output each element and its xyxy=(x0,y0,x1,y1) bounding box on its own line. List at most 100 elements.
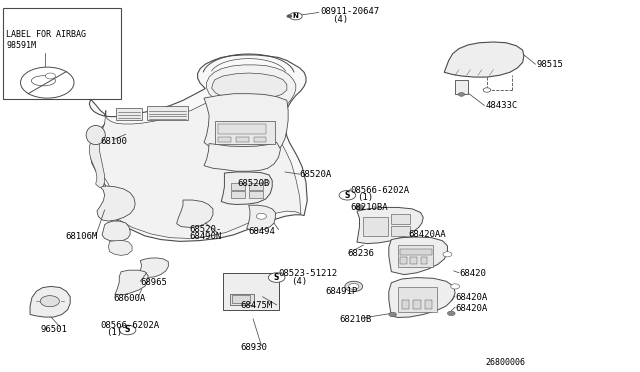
Text: N: N xyxy=(293,13,299,19)
Text: 68520B: 68520B xyxy=(237,179,269,187)
Text: 68106M: 68106M xyxy=(65,232,97,241)
Text: 08911-20647: 08911-20647 xyxy=(320,7,379,16)
Bar xyxy=(455,80,468,94)
Polygon shape xyxy=(389,278,455,317)
Bar xyxy=(215,121,275,144)
Text: 68420AA: 68420AA xyxy=(408,230,445,239)
Polygon shape xyxy=(90,137,104,188)
Bar xyxy=(116,109,141,119)
Circle shape xyxy=(349,283,359,289)
Bar xyxy=(397,245,433,267)
Text: 68420A: 68420A xyxy=(455,293,487,302)
Polygon shape xyxy=(94,65,301,238)
Circle shape xyxy=(289,13,302,20)
Text: 98515: 98515 xyxy=(537,60,564,70)
Circle shape xyxy=(287,15,292,17)
Bar xyxy=(230,294,253,305)
Circle shape xyxy=(45,73,56,79)
Polygon shape xyxy=(204,94,288,153)
Polygon shape xyxy=(246,205,275,230)
Text: 68490N: 68490N xyxy=(189,232,221,241)
Bar xyxy=(218,137,231,142)
Circle shape xyxy=(389,312,396,317)
Circle shape xyxy=(458,93,465,96)
Bar xyxy=(231,191,245,198)
Bar xyxy=(392,225,410,236)
Bar xyxy=(231,183,245,190)
Polygon shape xyxy=(115,270,148,295)
Text: (4): (4) xyxy=(332,15,348,23)
Bar xyxy=(232,295,250,304)
Text: 68965: 68965 xyxy=(140,278,167,287)
Polygon shape xyxy=(177,200,213,227)
Bar xyxy=(413,301,420,309)
Circle shape xyxy=(443,252,452,257)
Text: 68210BA: 68210BA xyxy=(351,203,388,212)
Bar xyxy=(397,287,437,312)
Polygon shape xyxy=(138,258,168,278)
Polygon shape xyxy=(97,186,135,221)
Text: 68475M: 68475M xyxy=(241,301,273,311)
Bar xyxy=(3,8,120,99)
Text: 68600A: 68600A xyxy=(113,294,145,303)
Text: 68520-: 68520- xyxy=(189,225,221,234)
Bar xyxy=(410,257,417,264)
Polygon shape xyxy=(389,237,447,275)
Text: LABEL FOR AIRBAG
98591M: LABEL FOR AIRBAG 98591M xyxy=(6,31,86,50)
Text: 08566-6202A: 08566-6202A xyxy=(351,186,410,195)
Bar xyxy=(147,106,188,120)
Circle shape xyxy=(483,88,491,92)
Circle shape xyxy=(119,325,136,335)
Circle shape xyxy=(20,67,74,98)
Text: 68420A: 68420A xyxy=(455,304,487,313)
Polygon shape xyxy=(357,208,423,244)
Circle shape xyxy=(40,296,60,307)
Bar xyxy=(424,301,432,309)
Text: (4): (4) xyxy=(291,277,307,286)
Text: (1): (1) xyxy=(357,193,373,202)
Polygon shape xyxy=(90,55,307,241)
Bar xyxy=(400,257,406,264)
Bar xyxy=(248,183,262,190)
Circle shape xyxy=(447,311,455,315)
Text: 68491P: 68491P xyxy=(325,287,357,296)
Text: 48433C: 48433C xyxy=(486,101,518,110)
Bar xyxy=(400,249,432,256)
Circle shape xyxy=(256,213,266,219)
Bar xyxy=(392,214,410,224)
Polygon shape xyxy=(212,73,287,100)
Text: 68210B: 68210B xyxy=(339,315,371,324)
Polygon shape xyxy=(102,221,130,241)
Text: S: S xyxy=(274,273,279,282)
Text: 08523-51212: 08523-51212 xyxy=(278,269,338,278)
Text: 68100: 68100 xyxy=(100,137,127,146)
Text: 68520A: 68520A xyxy=(300,170,332,179)
Bar xyxy=(236,137,248,142)
Text: 68930: 68930 xyxy=(241,343,268,352)
Circle shape xyxy=(345,281,363,292)
Text: (1): (1) xyxy=(106,328,123,337)
Text: 26800006: 26800006 xyxy=(486,358,525,367)
Polygon shape xyxy=(30,286,70,317)
Polygon shape xyxy=(204,142,280,171)
Bar xyxy=(218,124,266,134)
Bar xyxy=(364,217,388,236)
Bar xyxy=(420,257,427,264)
Circle shape xyxy=(268,273,285,282)
Bar xyxy=(401,301,409,309)
Bar xyxy=(253,137,266,142)
Circle shape xyxy=(355,205,364,210)
Text: 08566-6202A: 08566-6202A xyxy=(100,321,159,330)
Text: S: S xyxy=(345,191,350,200)
Circle shape xyxy=(451,284,460,289)
Bar xyxy=(223,273,279,310)
Text: 68236: 68236 xyxy=(348,249,374,258)
Ellipse shape xyxy=(86,125,105,145)
Polygon shape xyxy=(444,42,524,77)
Bar xyxy=(248,191,262,198)
Circle shape xyxy=(263,180,269,184)
Polygon shape xyxy=(108,241,132,256)
Text: 68420: 68420 xyxy=(459,269,486,278)
Polygon shape xyxy=(221,172,272,205)
Text: 96501: 96501 xyxy=(41,325,68,334)
